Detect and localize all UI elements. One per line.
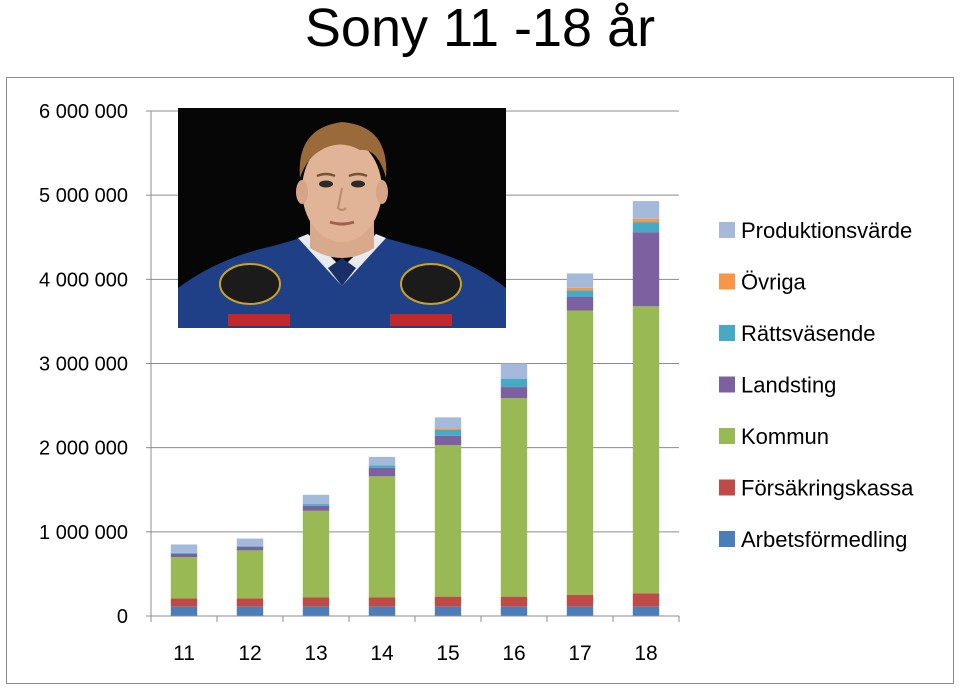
legend-label: Övriga [741,270,807,295]
bar-segment-produktionsv-rde [500,363,528,379]
legend-swatch [719,325,735,341]
bar-segment-f-rs-kringskassa [632,593,660,607]
bar-segment--vriga [434,428,462,430]
slide-title: Sony 11 -18 år [304,0,656,58]
bar-segment-r-ttsv-sende [500,378,528,388]
bar-segment-f-rs-kringskassa [500,596,528,607]
bar-segment--vriga [566,287,594,291]
x-tick-label: 14 [370,642,394,665]
bar-segment-produktionsv-rde [566,273,594,288]
legend-swatch [719,222,735,238]
bar-segment-kommun [500,398,528,597]
bar-segment-arbetsf-rmedling [566,606,594,616]
bar-segment-produktionsv-rde [434,417,462,429]
x-tick-label: 18 [634,642,657,665]
bar-segment-produktionsv-rde [236,538,264,547]
x-tick-label: 15 [436,642,459,665]
y-tick-label: 0 [117,606,128,628]
y-axis-ticks: 0 1 000 000 2 000 000 3 000 000 4 000 000 5 0… [39,101,128,628]
bar-segment-f-rs-kringskassa [566,594,594,607]
x-tick-label: 13 [304,642,327,665]
legend: Produktionsvärde Övriga Rättsväsende Landst… [719,218,914,552]
bar-segment-produktionsv-rde [170,544,198,553]
bar-segment-kommun [368,476,396,598]
bar-segment-arbetsf-rmedling [170,606,198,616]
bar-segment-f-rs-kringskassa [236,598,264,607]
bar-segment-r-ttsv-sende [434,429,462,436]
bar-segment-arbetsf-rmedling [434,606,462,616]
bar-segment-landsting [434,435,462,446]
y-tick-label: 3 000 000 [39,354,128,376]
legend-label: Kommun [741,424,829,449]
bar-segment-r-ttsv-sende [566,290,594,298]
bar-segment-kommun [632,306,660,594]
bar-segment-landsting [500,387,528,399]
bar-segment-kommun [236,550,264,599]
bar-segment-kommun [434,445,462,597]
legend-swatch [719,531,735,547]
bar-segment-landsting [302,505,330,511]
x-tick-label: 11 [173,642,195,665]
legend-swatch [719,273,735,290]
bar-segment-r-ttsv-sende [632,222,660,233]
legend-label: Produktionsvärde [741,218,912,243]
y-tick-label: 5 000 000 [39,185,128,207]
bar-segment-arbetsf-rmedling [500,606,528,616]
bar-segment-f-rs-kringskassa [368,597,396,607]
bar-segment-r-ttsv-sende [302,504,330,506]
x-tick-label: 17 [568,642,591,665]
bar-segment-r-ttsv-sende [368,465,396,468]
y-tick-label: 1 000 000 [39,522,128,544]
bar-segment-landsting [632,232,660,307]
bars [170,201,660,616]
bar-segment--vriga [632,218,660,223]
bar-segment-produktionsv-rde [368,456,396,466]
legend-swatch [719,479,735,496]
legend-label: Rättsväsende [741,321,876,346]
legend-label: Landsting [741,373,836,398]
legend-swatch [719,376,735,393]
y-tick-label: 6 000 000 [39,101,128,123]
bar-segment-produktionsv-rde [632,201,660,219]
y-tick-label: 2 000 000 [39,438,128,460]
bar-segment-landsting [236,546,264,551]
bar-segment-r-ttsv-sende [170,552,198,554]
bar-segment-kommun [170,557,198,599]
bar-segment-kommun [566,310,594,595]
legend-label: Arbetsförmedling [741,527,907,552]
bar-segment-arbetsf-rmedling [632,606,660,616]
axes [150,111,680,622]
y-tick-label: 4 000 000 [39,269,128,291]
x-tick-label: 16 [502,642,525,665]
bar-segment-landsting [368,467,396,477]
bar-segment-r-ttsv-sende [236,546,264,547]
bar-segment-kommun [302,510,330,598]
bar-segment-arbetsf-rmedling [368,606,396,616]
bar-segment-landsting [566,297,594,311]
player-photo [178,108,506,328]
x-tick-label: 12 [238,642,261,665]
legend-label: Försäkringskassa [741,476,914,501]
x-axis-ticks: 11 12 13 14 15 16 17 18 [173,642,658,665]
bar-segment-f-rs-kringskassa [302,597,330,607]
bar-segment-arbetsf-rmedling [236,606,264,616]
legend-swatch [719,428,735,444]
bar-segment-f-rs-kringskassa [434,596,462,607]
bar-segment-landsting [170,553,198,558]
bar-segment-f-rs-kringskassa [170,598,198,607]
bar-segment-produktionsv-rde [302,494,330,505]
bar-segment-arbetsf-rmedling [302,606,330,616]
